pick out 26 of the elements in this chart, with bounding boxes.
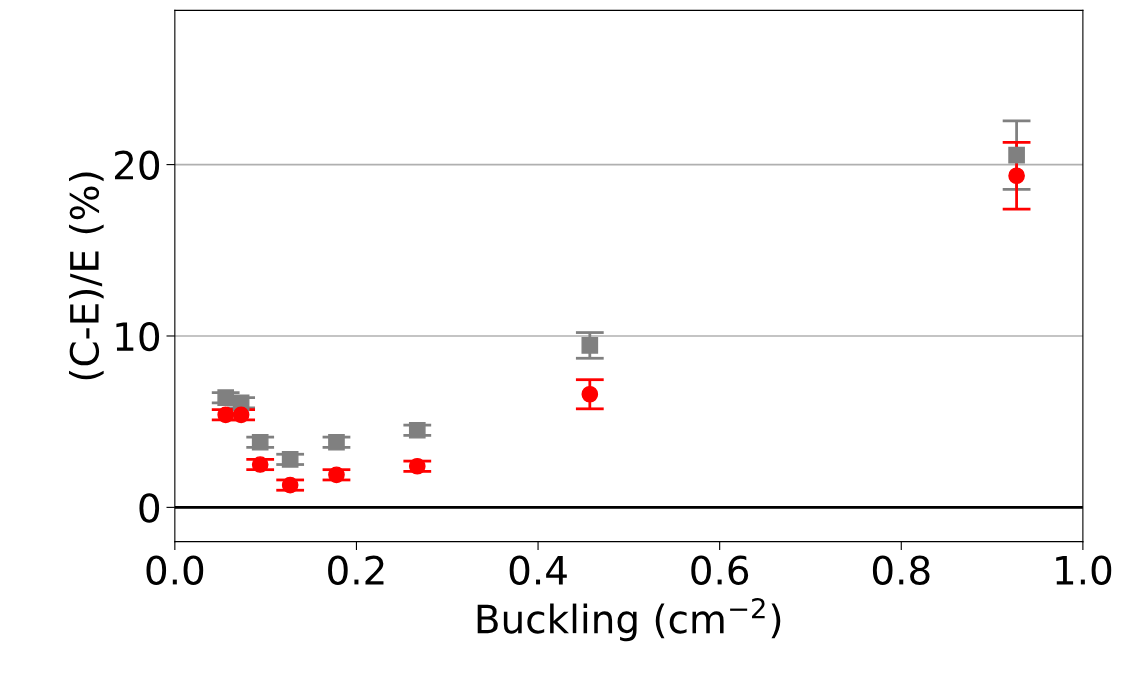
point bbox=[217, 389, 235, 407]
x-tick-label: 0.6 bbox=[691, 555, 749, 585]
y-axis-title: (C-E)/E (%) bbox=[69, 172, 104, 380]
point bbox=[408, 457, 426, 475]
x-tick-label: 0.4 bbox=[509, 555, 567, 585]
point bbox=[408, 421, 426, 439]
x-tick-label: 0.2 bbox=[328, 555, 384, 585]
point bbox=[251, 456, 269, 473]
point bbox=[251, 433, 269, 451]
point bbox=[328, 433, 345, 451]
point bbox=[581, 385, 599, 403]
y-tick-label: 20 bbox=[115, 150, 160, 180]
point bbox=[217, 406, 235, 424]
x-axis-title: Buckling (cm$^{−2}$) bbox=[477, 598, 781, 642]
point bbox=[1008, 146, 1025, 164]
point bbox=[232, 406, 250, 424]
point bbox=[581, 337, 599, 354]
x-tick-label: 0.0 bbox=[146, 555, 204, 585]
y-tick-label: 0 bbox=[139, 493, 160, 523]
point bbox=[1008, 167, 1025, 185]
point bbox=[328, 466, 345, 484]
point bbox=[281, 451, 299, 468]
x-tick-label: 0.8 bbox=[872, 555, 930, 585]
x-tick-label: 1.0 bbox=[1056, 555, 1112, 585]
y-tick-label: 10 bbox=[116, 321, 160, 352]
point bbox=[281, 476, 299, 494]
